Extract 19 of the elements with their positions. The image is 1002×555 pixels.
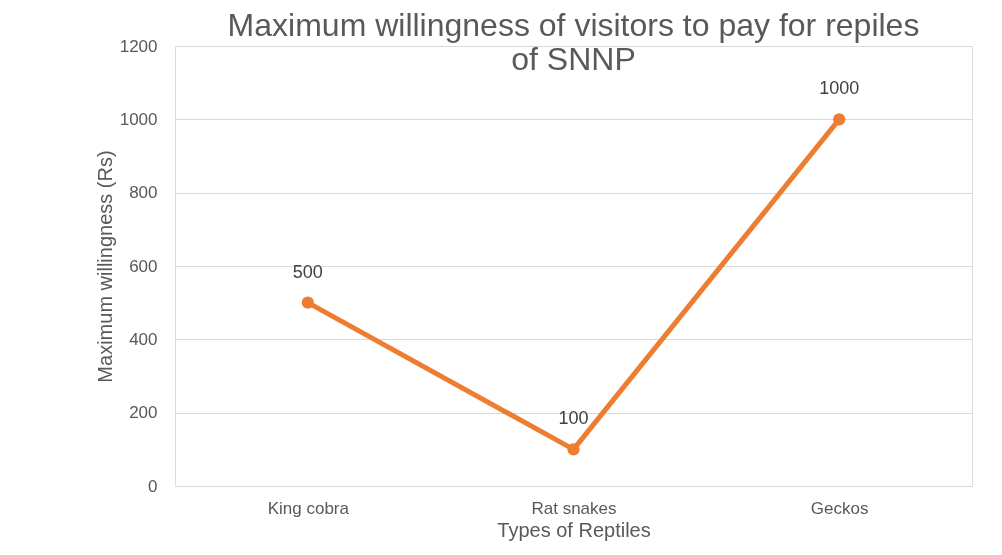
y-tick-label: 600: [129, 256, 158, 276]
point: [301, 296, 314, 309]
y-tick-label: 1000: [119, 109, 158, 129]
y-tick-label: 200: [129, 403, 158, 423]
point: [833, 113, 846, 126]
x-tick-label: King cobra: [267, 498, 350, 518]
point: [567, 443, 580, 456]
chart-title: Maximum willingness of visitors to pay for repiles of SNNP: [227, 7, 920, 77]
data-label: 100: [558, 408, 589, 429]
data-label: 500: [292, 261, 323, 282]
y-tick-label: 800: [129, 183, 158, 203]
x-tick-label: Geckos: [810, 498, 869, 518]
x-tick-label: Rat snakes: [531, 498, 617, 518]
y-tick-label: 0: [148, 476, 158, 496]
y-tick-label: 1200: [119, 36, 158, 56]
data-label: 1000: [819, 78, 860, 99]
x-axis-title: Types of Reptiles: [497, 518, 651, 541]
y-tick-label: 400: [129, 329, 158, 349]
y-axis-title: Maximum willingness (Rs): [93, 150, 116, 383]
